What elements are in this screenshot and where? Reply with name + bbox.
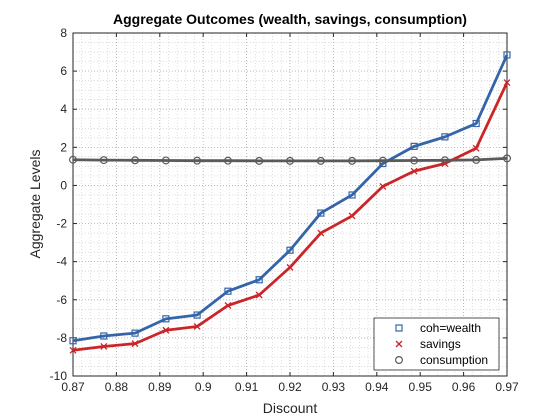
y-tick-label: 8	[60, 26, 67, 40]
legend-label-savings: savings	[420, 337, 461, 351]
y-tick-label: -6	[56, 293, 67, 307]
x-tick-label: 0.96	[452, 380, 476, 394]
data-point-savings	[379, 182, 387, 190]
data-point-consumption	[255, 156, 264, 165]
data-point-coh-wealth	[224, 287, 232, 295]
data-point-savings-stroke-b	[348, 212, 356, 220]
data-point-savings	[317, 229, 325, 237]
data-point-savings-stroke-b	[100, 343, 108, 350]
data-point-consumption	[193, 156, 202, 165]
data-point-consumption	[503, 154, 512, 163]
data-point-consumption	[472, 155, 481, 164]
data-point-consumption	[223, 156, 232, 165]
y-tick-label: 6	[60, 64, 67, 78]
x-tick-label: 0.92	[278, 380, 302, 394]
data-point-coh-wealth	[317, 209, 325, 217]
data-point-consumption	[348, 156, 357, 165]
data-point-savings-stroke-b	[162, 326, 170, 334]
data-point-savings-stroke-b	[286, 263, 294, 271]
data-point-coh-wealth	[410, 142, 418, 150]
data-point-coh-wealth	[100, 332, 108, 340]
data-point-consumption	[161, 156, 170, 165]
data-point-coh-wealth	[193, 311, 201, 319]
legend-marker-consumption	[395, 356, 404, 365]
data-point-savings	[255, 291, 263, 299]
data-point-savings-stroke-b	[379, 182, 387, 190]
data-point-savings	[131, 340, 139, 348]
y-axis-label: Aggregate Levels	[27, 150, 43, 259]
data-point-savings	[410, 167, 418, 175]
data-point-coh-wealth	[472, 119, 480, 128]
data-point-savings-stroke-b	[472, 144, 480, 152]
series-line-consumption	[72, 156, 508, 163]
data-point-savings	[472, 144, 480, 152]
x-tick-label: 0.91	[235, 380, 259, 394]
data-point-savings	[503, 79, 511, 87]
data-point-consumption	[440, 156, 449, 165]
data-point-consumption	[378, 156, 387, 165]
data-point-savings	[286, 263, 294, 271]
data-point-savings	[100, 343, 108, 350]
legend: coh=wealth savings consumption	[373, 317, 500, 371]
data-point-coh-wealth	[162, 315, 170, 323]
y-tick-label: -8	[56, 331, 67, 345]
x-tick-label: 0.9	[195, 380, 212, 394]
data-point-coh-wealth	[503, 51, 511, 59]
series-line-coh-wealth	[72, 54, 509, 343]
x-tick-label: 0.95	[409, 380, 433, 394]
y-tick-label: 0	[60, 178, 67, 192]
data-point-savings-stroke-b	[224, 302, 232, 309]
data-point-savings	[193, 322, 201, 330]
x-tick-label: 0.88	[105, 380, 129, 394]
legend-label-coh-wealth: coh=wealth	[420, 321, 481, 335]
x-tick-label: 0.94	[365, 380, 389, 394]
y-tick-label: 4	[60, 102, 67, 116]
data-point-savings-stroke-b	[503, 79, 511, 87]
data-point-coh-wealth	[69, 337, 77, 345]
y-tick-label: -10	[50, 369, 68, 383]
plot-area: 0.87 0.88 0.89 0.9 0.91 0.92 0.93 0.94 0.95 0.96 0…	[50, 26, 519, 394]
legend-marker-savings	[395, 340, 403, 348]
data-point-savings-stroke-b	[255, 291, 263, 299]
chart-title: Aggregate Outcomes (wealth, savings, con…	[113, 11, 467, 27]
x-tick-label: 0.87	[61, 380, 85, 394]
data-point-consumption	[286, 156, 295, 165]
legend-label-consumption: consumption	[420, 353, 488, 367]
data-point-consumption	[68, 155, 77, 164]
legend-box	[373, 317, 500, 371]
data-point-consumption	[99, 156, 108, 165]
data-point-coh-wealth	[348, 191, 356, 199]
y-tick-label: -4	[56, 255, 67, 269]
data-point-savings-stroke-b	[69, 346, 77, 354]
data-point-savings	[69, 346, 77, 354]
legend-marker-savings-stroke-b	[395, 340, 403, 348]
data-point-savings-stroke-b	[193, 322, 201, 330]
data-point-coh-wealth	[441, 133, 449, 141]
data-point-coh-wealth	[255, 276, 263, 284]
data-point-consumption	[131, 156, 140, 165]
x-tick-label: 0.97	[495, 380, 519, 394]
y-tick-label: -2	[56, 217, 67, 231]
data-point-consumption	[410, 156, 419, 165]
data-point-coh-wealth	[286, 246, 294, 254]
data-point-coh-wealth	[131, 329, 139, 337]
x-tick-label: 0.89	[148, 380, 172, 394]
x-tick-label: 0.93	[322, 380, 346, 394]
data-point-savings	[348, 212, 356, 220]
data-point-savings-stroke-b	[131, 340, 139, 348]
y-tick-label: 2	[60, 140, 67, 154]
data-point-savings	[224, 302, 232, 309]
data-point-savings	[162, 326, 170, 334]
legend-marker-coh-wealth	[395, 324, 403, 332]
data-point-consumption	[316, 156, 325, 165]
data-point-savings-stroke-b	[410, 167, 418, 175]
x-axis-label: Discount	[263, 400, 318, 416]
data-point-savings-stroke-b	[317, 229, 325, 237]
